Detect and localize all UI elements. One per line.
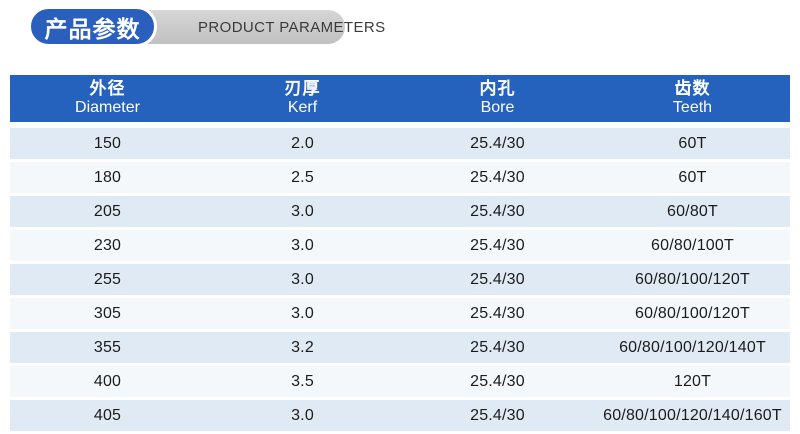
cell-teeth: 60T: [678, 134, 707, 152]
column-header-teeth-zh: 齿数: [674, 79, 711, 99]
cell-teeth: 60/80/100T: [651, 236, 734, 254]
cell-diameter: 305: [93, 304, 122, 322]
cell-diameter: 180: [93, 168, 122, 186]
cell-teeth: 60T: [678, 168, 707, 186]
cell-kerf: 3.0: [291, 304, 314, 322]
table-row: 355 3.2 25.4/30 60/80/100/120/140T: [10, 332, 790, 363]
column-header-teeth: 齿数 Teeth: [595, 75, 790, 122]
cell-bore: 25.4/30: [470, 270, 525, 288]
cell-teeth: 60/80/100/120/140T: [619, 338, 766, 356]
cell-bore: 25.4/30: [470, 168, 525, 186]
cell-teeth: 60/80T: [666, 202, 718, 220]
cell-bore: 25.4/30: [470, 236, 525, 254]
table-row: 305 3.0 25.4/30 60/80/100/120T: [10, 298, 790, 329]
column-header-bore-en: Bore: [480, 99, 515, 117]
cell-teeth: 60/80/100/120T: [635, 270, 750, 288]
table-row: 400 3.5 25.4/30 120T: [10, 366, 790, 397]
column-header-kerf: 刃厚 Kerf: [205, 75, 400, 122]
title-pill-blue: 产品参数: [28, 6, 157, 47]
column-header-teeth-en: Teeth: [672, 99, 713, 117]
cell-bore: 25.4/30: [470, 372, 525, 390]
cell-kerf: 3.0: [291, 202, 314, 220]
section-title-band: PRODUCT PARAMETERS 产品参数: [0, 0, 800, 56]
cell-diameter: 255: [93, 270, 122, 288]
cell-teeth: 60/80/100/120/140/160T: [603, 406, 782, 424]
cell-kerf: 3.0: [291, 406, 314, 424]
table-row: 180 2.5 25.4/30 60T: [10, 162, 790, 193]
cell-teeth: 60/80/100/120T: [635, 304, 750, 322]
cell-kerf: 3.2: [291, 338, 314, 356]
cell-diameter: 405: [93, 406, 122, 424]
cell-teeth: 120T: [673, 372, 712, 390]
cell-kerf: 3.0: [291, 270, 314, 288]
column-header-kerf-en: Kerf: [287, 99, 318, 117]
cell-bore: 25.4/30: [470, 134, 525, 152]
column-header-diameter-en: Diameter: [75, 99, 140, 117]
column-header-bore-zh: 内孔: [479, 79, 516, 99]
section-title-en: PRODUCT PARAMETERS: [198, 18, 386, 36]
table-row: 150 2.0 25.4/30 60T: [10, 128, 790, 159]
column-header-diameter-zh: 外径: [89, 79, 126, 99]
cell-diameter: 205: [93, 202, 122, 220]
table-row: 205 3.0 25.4/30 60/80T: [10, 196, 790, 227]
table-row: 230 3.0 25.4/30 60/80/100T: [10, 230, 790, 261]
cell-bore: 25.4/30: [470, 406, 525, 424]
table-row: 405 3.0 25.4/30 60/80/100/120/140/160T: [10, 400, 790, 431]
cell-bore: 25.4/30: [470, 202, 525, 220]
cell-kerf: 2.5: [291, 168, 314, 186]
product-parameters-table: 外径 Diameter 刃厚 Kerf 内孔 Bore 齿数 Teeth 150…: [10, 75, 790, 434]
column-header-diameter: 外径 Diameter: [10, 75, 205, 122]
column-header-kerf-zh: 刃厚: [284, 79, 321, 99]
section-title-zh: 产品参数: [44, 15, 141, 42]
cell-diameter: 150: [93, 134, 122, 152]
cell-diameter: 230: [93, 236, 122, 254]
column-header-bore: 内孔 Bore: [400, 75, 595, 122]
table-row: 255 3.0 25.4/30 60/80/100/120T: [10, 264, 790, 295]
cell-bore: 25.4/30: [470, 304, 525, 322]
cell-kerf: 2.0: [291, 134, 314, 152]
table-header-row: 外径 Diameter 刃厚 Kerf 内孔 Bore 齿数 Teeth: [10, 75, 790, 122]
cell-kerf: 3.5: [291, 372, 314, 390]
cell-kerf: 3.0: [291, 236, 314, 254]
cell-diameter: 400: [93, 372, 122, 390]
cell-bore: 25.4/30: [470, 338, 525, 356]
cell-diameter: 355: [93, 338, 122, 356]
